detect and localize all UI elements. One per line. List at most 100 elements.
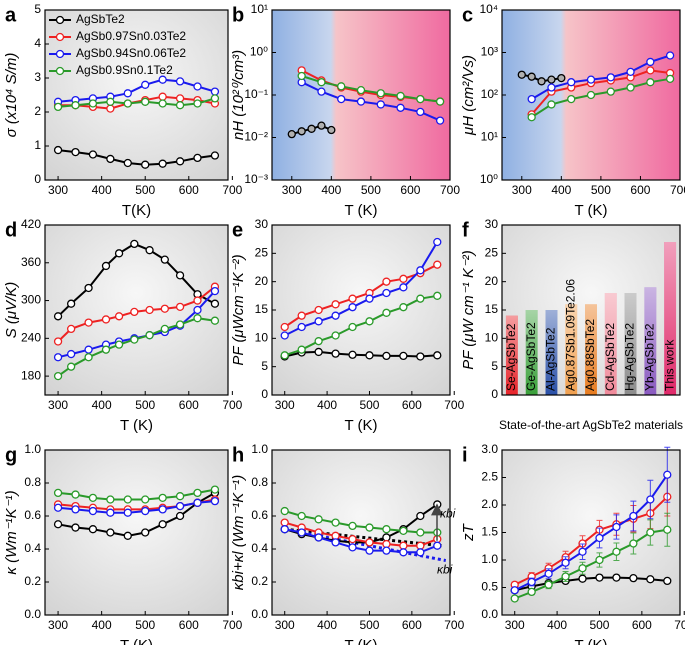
data-point (145, 331, 154, 340)
y-tick-label: 0.0 (24, 607, 41, 621)
y-tick-label: 1.5 (481, 525, 498, 539)
y-tick-label: 10⁻² (244, 130, 268, 144)
data-point (287, 129, 296, 139)
series-line (284, 521, 438, 547)
data-point (314, 317, 323, 326)
y-tick-label: 0.6 (24, 508, 41, 522)
bar-label: Al-AgSbTe2 (544, 327, 558, 391)
data-point (145, 246, 154, 255)
data-point (586, 75, 596, 84)
data-point (210, 299, 220, 308)
data-point (106, 495, 115, 504)
x-tick-label: 500 (135, 183, 155, 197)
data-point (210, 496, 220, 506)
x-axis-label: T (K) (120, 417, 153, 434)
x-tick-label: 600 (400, 183, 420, 197)
series-line (57, 492, 216, 537)
bar-shine (664, 242, 677, 395)
data-point (567, 94, 576, 104)
y-tick-label: 2.5 (481, 470, 498, 484)
data-point (66, 299, 76, 308)
data-point (130, 307, 139, 317)
data-point (141, 495, 150, 504)
legend-label: AgSb0.9Sn0.1Te2 (76, 63, 173, 77)
data-point (348, 294, 357, 303)
data-point (141, 160, 150, 169)
x-tick-label: 600 (179, 398, 199, 412)
y-tick-label: 0.2 (24, 574, 41, 588)
data-point (101, 315, 111, 324)
y-tick-label: 0.6 (251, 508, 268, 522)
data-point (53, 371, 63, 381)
bar-shine (644, 287, 657, 395)
series-line (284, 350, 438, 358)
data-point (175, 157, 185, 166)
data-point (84, 283, 93, 293)
panel-label: c (462, 4, 473, 26)
x-axis-label: State-of-the-art AgSbTe2 materials (499, 418, 683, 432)
data-point (510, 594, 519, 603)
data-point (141, 506, 150, 516)
data-point (88, 99, 98, 108)
data-point (158, 493, 167, 503)
data-point (175, 302, 185, 312)
series-line (58, 500, 215, 514)
series-line (284, 510, 438, 534)
data-point (382, 277, 391, 286)
x-tick-label: 400 (92, 618, 112, 632)
data-point (365, 523, 374, 532)
y-tick-label: 15 (485, 302, 499, 316)
data-point (557, 73, 566, 83)
data-point (595, 555, 604, 565)
x-tick-label: 600 (402, 618, 422, 632)
data-point (382, 539, 391, 549)
data-point (331, 531, 340, 540)
x-axis-label: T (K) (574, 637, 607, 645)
data-point (66, 362, 76, 371)
y-tick-label: 0 (34, 172, 41, 186)
x-tick-label: 600 (630, 183, 650, 197)
data-point (175, 492, 185, 501)
y-tick-label: 10 (255, 331, 269, 345)
data-point (53, 102, 63, 112)
data-point (210, 87, 220, 96)
series-line (514, 496, 668, 586)
panel-label: b (232, 4, 244, 26)
data-point (433, 291, 442, 300)
data-point (663, 576, 672, 586)
bar-shine (545, 310, 558, 395)
data-point (665, 51, 675, 60)
plot-frame (501, 9, 681, 181)
data-point (646, 66, 655, 75)
y-tick-label: 10 (485, 331, 499, 345)
y-tick-label: 0.0 (251, 607, 268, 621)
data-point (586, 90, 596, 100)
bar-label: This work (662, 339, 676, 391)
data-point (527, 113, 536, 122)
data-point (399, 351, 408, 361)
y-tick-label: 10¹ (481, 130, 498, 144)
data-point (66, 349, 76, 359)
bar-label: Ge-AgSbTe2 (524, 322, 538, 391)
y-axis-label: σ (x10⁴ S/m) (3, 53, 20, 138)
data-point (53, 520, 63, 529)
data-point (297, 127, 306, 136)
data-point (123, 508, 132, 517)
panel-label: i (462, 444, 468, 466)
x-tick-label: 700 (222, 618, 242, 632)
y-tick-label: 2.0 (481, 497, 498, 511)
data-point (84, 318, 93, 327)
x-axis-label: T (K) (344, 417, 377, 434)
y-tick-label: 2 (34, 104, 41, 118)
x-tick-label: 400 (317, 398, 337, 412)
y-tick-label: 10⁴ (479, 2, 498, 16)
data-point (327, 125, 336, 135)
data-point (337, 82, 346, 91)
data-point (210, 485, 220, 494)
y-tick-label: 300 (21, 293, 41, 307)
data-point (547, 75, 556, 84)
data-point (193, 99, 202, 108)
data-point (175, 501, 185, 511)
data-point (84, 353, 93, 362)
bar-shine (505, 315, 518, 395)
